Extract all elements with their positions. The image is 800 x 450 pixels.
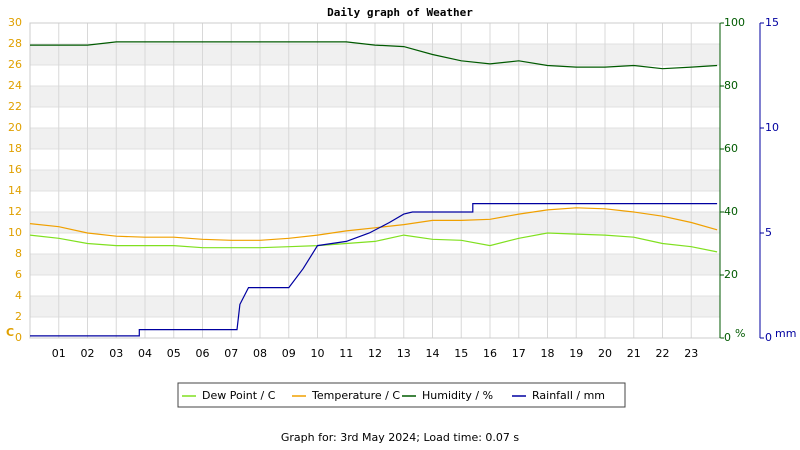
series-line	[29, 232, 718, 253]
y-tick-label: 6	[15, 268, 22, 281]
y2-unit: %	[735, 327, 745, 340]
y-tick-label: 30	[8, 16, 22, 29]
x-tick-label: 22	[656, 347, 670, 360]
y-unit: C	[6, 326, 14, 339]
y-tick-label: 20	[8, 121, 22, 134]
x-tick-label: 23	[684, 347, 698, 360]
y-tick-label: 2	[15, 310, 22, 323]
legend-label: Dew Point / C	[202, 389, 276, 402]
x-tick-label: 19	[569, 347, 583, 360]
legend-box	[177, 382, 626, 408]
y3-tick-label: 10	[765, 121, 779, 134]
x-tick-label: 17	[512, 347, 526, 360]
y2-tick-label: 40	[724, 205, 738, 218]
x-tick-label: 16	[483, 347, 497, 360]
x-tick-label: 09	[282, 347, 296, 360]
x-tick-label: 02	[81, 347, 95, 360]
x-tick-label: 20	[598, 347, 612, 360]
x-tick-label: 14	[426, 347, 440, 360]
y-tick-label: 0	[15, 331, 22, 344]
y3-tick-label: 5	[765, 226, 772, 239]
y-tick-label: 18	[8, 142, 22, 155]
y-tick-label: 22	[8, 100, 22, 113]
y-tick-label: 28	[8, 37, 22, 50]
footer: Graph for: 3rd May 2024; Load time: 0.07…	[281, 431, 520, 444]
x-tick-label: 04	[138, 347, 152, 360]
y-tick-label: 4	[15, 289, 22, 302]
x-tick-label: 06	[196, 347, 210, 360]
x-tick-label: 21	[627, 347, 641, 360]
y-tick-label: 16	[8, 163, 22, 176]
x-tick-label: 11	[339, 347, 353, 360]
chart-title: Daily graph of Weather	[327, 6, 473, 19]
y2-tick-label: 80	[724, 79, 738, 92]
x-tick-label: 13	[397, 347, 411, 360]
y2-tick-label: 60	[724, 142, 738, 155]
y3-tick-label: 15	[765, 16, 779, 29]
x-tick-label: 03	[109, 347, 123, 360]
y-tick-label: 24	[8, 79, 22, 92]
x-tick-label: 12	[368, 347, 382, 360]
y2-tick-label: 0	[724, 331, 731, 344]
y3-tick-label: 0	[765, 331, 772, 344]
x-tick-label: 01	[52, 347, 66, 360]
x-tick-label: 10	[311, 347, 325, 360]
series-line	[29, 207, 718, 241]
x-tick-label: 08	[253, 347, 267, 360]
x-tick-label: 15	[454, 347, 468, 360]
x-tick-label: 07	[224, 347, 238, 360]
y2-tick-label: 100	[724, 16, 745, 29]
y2-tick-label: 20	[724, 268, 738, 281]
x-tick-label: 18	[541, 347, 555, 360]
series-line	[30, 41, 718, 70]
x-tick-label: 05	[167, 347, 181, 360]
legend-label: Humidity / %	[422, 389, 493, 402]
y-tick-label: 8	[15, 247, 22, 260]
y-tick-label: 26	[8, 58, 22, 71]
y-tick-label: 12	[8, 205, 22, 218]
y-tick-label: 14	[8, 184, 22, 197]
legend-label: Temperature / C	[311, 389, 400, 402]
series-line	[30, 203, 718, 337]
y3-unit: mm	[775, 327, 796, 340]
legend-label: Rainfall / mm	[532, 389, 605, 402]
y-tick-label: 10	[8, 226, 22, 239]
